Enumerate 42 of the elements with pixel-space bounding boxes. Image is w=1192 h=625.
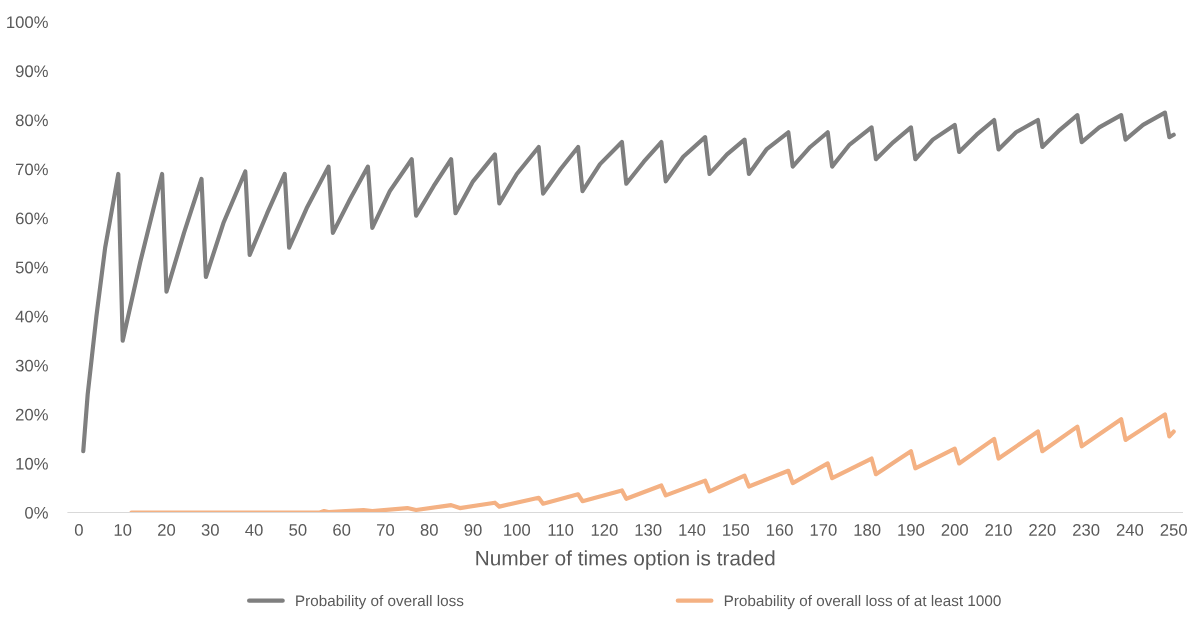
x-tick-label: 140 [679, 524, 706, 536]
x-tick-label: 80 [420, 524, 438, 536]
x-tick-label: 50 [289, 524, 307, 536]
y-tick-label: 100% [7, 16, 48, 29]
x-tick-label: 200 [941, 524, 968, 536]
x-tick-label: 250 [1160, 524, 1187, 536]
x-tick-label: 230 [1073, 524, 1100, 536]
x-tick-label: 220 [1029, 524, 1056, 536]
y-tick-label: 50% [15, 261, 48, 274]
y-tick-label: 30% [15, 359, 48, 372]
y-tick-label: 20% [15, 408, 48, 421]
legend-label: Probability of overall loss [296, 594, 464, 610]
y-tick-label: 80% [15, 114, 48, 127]
line-series [129, 412, 1176, 513]
x-tick-label: 90 [464, 524, 482, 536]
x-tick-label: 150 [723, 524, 750, 536]
x-tick-label: 0 [74, 524, 83, 536]
x-tick-label: 130 [635, 524, 662, 536]
y-tick-label: 70% [16, 163, 48, 176]
y-tick-label: 90% [15, 65, 48, 78]
y-tick-label: 60% [15, 212, 48, 225]
x-tick-label: 240 [1116, 524, 1144, 536]
x-tick-label: 120 [591, 524, 618, 536]
x-tick-label: 190 [898, 524, 925, 536]
legend-label: Probability of overall loss of at least 1000 [724, 594, 1001, 610]
line-series [81, 110, 1176, 454]
x-tick-label: 170 [810, 524, 837, 536]
x-axis-title: Number of times option is traded [476, 550, 775, 570]
x-tick-label: 160 [766, 524, 793, 536]
x-tick-label: 70 [377, 524, 395, 536]
y-tick-label: 10% [16, 457, 48, 470]
x-tick-label: 60 [333, 524, 351, 536]
x-tick-label: 20 [158, 524, 176, 536]
x-tick-label: 180 [854, 524, 881, 536]
x-tick-label: 210 [985, 524, 1012, 536]
y-tick-label: 40% [15, 310, 48, 323]
x-tick-label: 110 [548, 524, 574, 536]
x-tick-label: 100 [504, 524, 531, 536]
x-tick-label: 30 [201, 524, 219, 536]
x-tick-label: 10 [114, 524, 132, 536]
x-tick-label: 40 [245, 524, 263, 536]
y-tick-label: 0% [25, 506, 48, 519]
